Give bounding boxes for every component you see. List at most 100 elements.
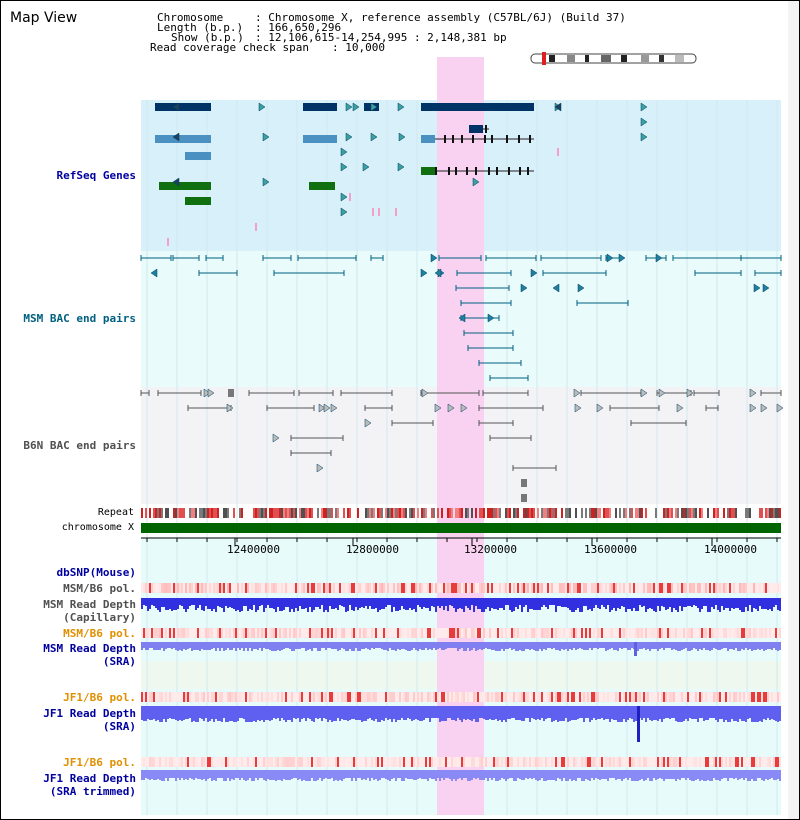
read-depth-bar (495, 770, 497, 781)
polymorphism-heat-cell (431, 628, 433, 638)
polymorphism-heat-cell (165, 628, 167, 638)
polymorphism-heat-cell (197, 628, 199, 638)
read-depth-bar (283, 770, 285, 779)
polymorphism-heat-cell (655, 692, 657, 702)
polymorphism-heat-cell (545, 583, 547, 593)
track-label-dbsnp[interactable]: dbSNP(Mouse) (56, 566, 136, 579)
polymorphism-heat-cell (705, 757, 707, 767)
polymorphism-heat-cell (279, 757, 281, 767)
read-depth-bar (677, 598, 679, 612)
read-depth-bar (735, 770, 737, 778)
track-label-refseq[interactable]: RefSeq Genes (56, 169, 136, 182)
polymorphism-heat-cell (299, 628, 301, 638)
polymorphism-heat-cell (677, 692, 679, 702)
repeat-element (317, 508, 319, 518)
read-depth-bar (343, 642, 345, 649)
polymorphism-heat-cell (237, 628, 239, 638)
polymorphism-heat-cell (345, 757, 347, 767)
read-depth-bar (753, 706, 755, 722)
polymorphism-heat-cell (561, 692, 563, 702)
polymorphism-heat-cell (591, 628, 593, 638)
bac-end-arrow (655, 253, 663, 263)
track-label-msm-depth-capillary[interactable]: MSM Read Depth (43, 598, 136, 611)
polymorphism-heat-cell (557, 757, 559, 767)
read-depth-bar (725, 642, 727, 648)
repeat-element (273, 508, 275, 518)
read-depth-bar (233, 706, 235, 722)
polymorphism-heat-cell (453, 583, 455, 593)
polymorphism-heat-cell (141, 692, 143, 702)
track-label-msm-b6-pol-2[interactable]: MSM/B6 pol. (63, 627, 136, 640)
repeat-element (403, 508, 405, 518)
read-depth-bar (311, 642, 313, 651)
polymorphism-heat-cell (273, 583, 275, 593)
polymorphism-heat-cell (397, 583, 399, 593)
track-label-msm-depth-sra[interactable]: MSM Read Depth (43, 642, 136, 655)
polymorphism-heat-cell (287, 692, 289, 702)
read-depth-bar (199, 642, 201, 651)
track-label-b6n-bac[interactable]: B6N BAC end pairs (23, 439, 136, 452)
read-depth-bar (583, 598, 585, 606)
repeat-element (381, 508, 383, 518)
read-depth-bar (229, 770, 231, 781)
read-depth-bar (711, 770, 713, 781)
polymorphism-heat-cell (541, 757, 543, 767)
polymorphism-heat-cell (511, 692, 513, 702)
read-depth-bar (195, 642, 197, 650)
gene-exon-block (309, 182, 335, 190)
read-depth-bar (329, 642, 331, 648)
polymorphism-heat-cell (285, 692, 287, 702)
read-depth-bar (239, 706, 241, 718)
track-label-msm-bac[interactable]: MSM BAC end pairs (23, 312, 136, 325)
read-depth-bar (679, 642, 681, 651)
polymorphism-heat-cell (317, 628, 319, 638)
polymorphism-heat-cell (633, 628, 635, 638)
read-depth-bar (165, 706, 167, 722)
polymorphism-heat-cell (255, 628, 257, 638)
polymorphism-heat-cell (281, 692, 283, 702)
read-depth-bar (665, 770, 667, 779)
read-depth-bar (381, 770, 383, 778)
polymorphism-heat-cell (547, 583, 549, 593)
polymorphism-heat-cell (439, 583, 441, 593)
polymorphism-heat-cell (625, 628, 627, 638)
read-depth-bar (433, 598, 435, 607)
read-depth-bar (157, 642, 159, 650)
repeat-element (689, 508, 691, 518)
polymorphism-heat-cell (717, 583, 719, 593)
track-label-jf1-depth-trimmed[interactable]: JF1 Read Depth (43, 772, 136, 785)
read-depth-bar (359, 642, 361, 651)
polymorphism-heat-cell (259, 757, 261, 767)
polymorphism-heat-cell (773, 628, 775, 638)
track-label-msm-b6-pol[interactable]: MSM/B6 pol. (63, 582, 136, 595)
read-depth-bar (433, 642, 435, 648)
track-label-jf1-b6-pol-2[interactable]: JF1/B6 pol. (63, 756, 136, 769)
read-depth-bar (617, 706, 619, 722)
polymorphism-heat-cell (329, 583, 331, 593)
length-value: : 166,650,296 (255, 21, 342, 34)
track-label-jf1-depth-sra[interactable]: JF1 Read Depth (43, 707, 136, 720)
polymorphism-heat-cell (359, 757, 361, 767)
polymorphism-heat-cell (481, 757, 483, 767)
polymorphism-heat-cell (507, 583, 509, 593)
polymorphism-heat-cell (461, 757, 463, 767)
polymorphism-heat-cell (651, 757, 653, 767)
read-depth-bar (159, 770, 161, 780)
read-depth-bar (703, 598, 705, 606)
read-depth-bar (425, 642, 427, 648)
track-label-jf1-b6-pol[interactable]: JF1/B6 pol. (63, 691, 136, 704)
read-depth-bar (689, 598, 691, 606)
read-depth-bar (535, 642, 537, 651)
read-depth-bar (419, 770, 421, 778)
polymorphism-heat-cell (425, 757, 427, 767)
polymorphism-heat-cell (467, 628, 469, 638)
polymorphism-heat-cell (397, 628, 399, 638)
read-depth-bar (697, 642, 699, 651)
page-title: Map View (10, 10, 78, 26)
read-depth-bar (339, 770, 341, 780)
repeat-element (265, 508, 267, 518)
polymorphism-heat-cell (619, 757, 621, 767)
polymorphism-heat-cell (461, 692, 463, 702)
read-depth-bar (311, 770, 313, 778)
